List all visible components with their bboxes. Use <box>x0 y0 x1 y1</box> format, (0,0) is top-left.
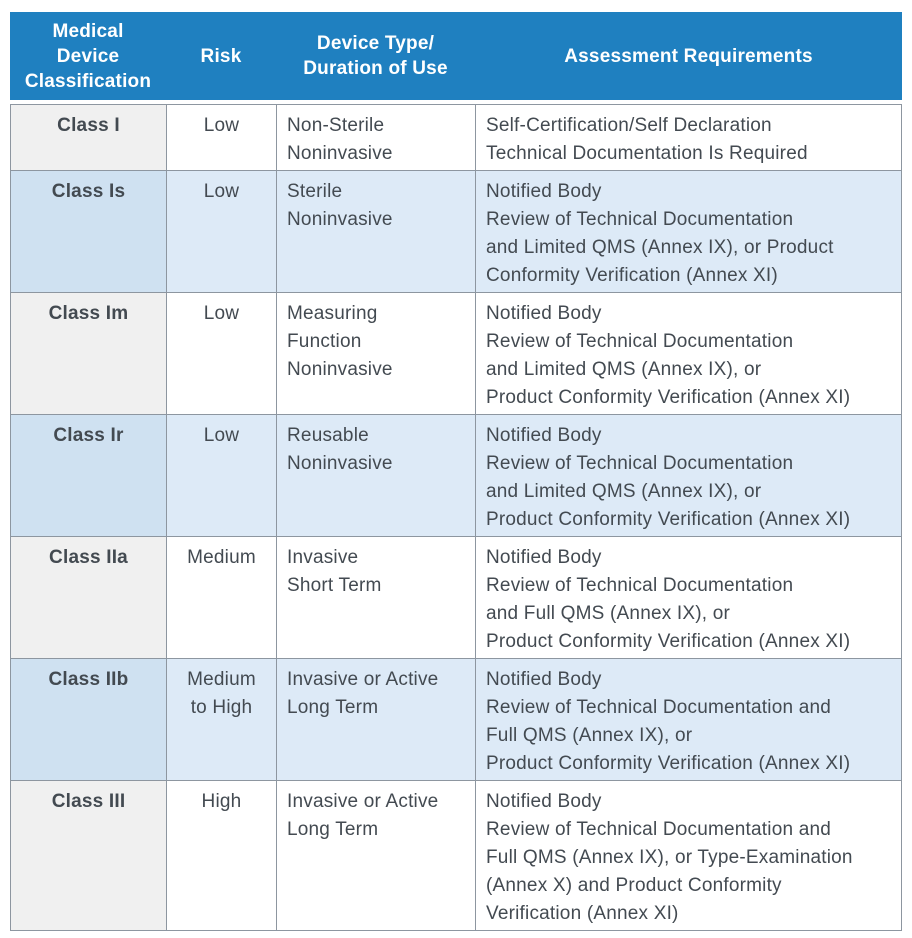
cell-assessment: Notified Body Review of Technical Docume… <box>475 414 902 537</box>
cell-classification: Class Ir <box>10 414 167 537</box>
header-medical-device-classification: Medical Device Classification <box>24 20 152 92</box>
table-row-class-is: Class Is Low Sterile Noninvasive Notifie… <box>10 170 902 293</box>
cell-device-type: Reusable Noninvasive <box>276 414 476 537</box>
cell-risk: Low <box>166 414 277 537</box>
cell-device-type: Measuring Function Noninvasive <box>276 292 476 415</box>
cell-assessment: Notified Body Review of Technical Docume… <box>475 292 902 415</box>
cell-classification: Class IIb <box>10 658 167 781</box>
cell-device-type: Non-Sterile Noninvasive <box>276 104 476 171</box>
cell-classification: Class I <box>10 104 167 171</box>
cell-risk: High <box>166 780 277 931</box>
table-row-class-ir: Class Ir Low Reusable Noninvasive Notifi… <box>10 414 902 537</box>
cell-risk: Low <box>166 292 277 415</box>
cell-classification: Class Im <box>10 292 167 415</box>
table-row-class-iia: Class IIa Medium Invasive Short Term Not… <box>10 536 902 659</box>
cell-classification: Class III <box>10 780 167 931</box>
header-risk: Risk <box>200 45 242 67</box>
cell-classification: Class Is <box>10 170 167 293</box>
cell-risk: Medium to High <box>166 658 277 781</box>
cell-risk: Low <box>166 170 277 293</box>
cell-risk: Low <box>166 104 277 171</box>
cell-device-type: Invasive or Active Long Term <box>276 658 476 781</box>
classification-table: Medical Device Classification Risk Devic… <box>10 12 902 931</box>
cell-device-type: Invasive Short Term <box>276 536 476 659</box>
table-row-class-im: Class Im Low Measuring Function Noninvas… <box>10 292 902 415</box>
cell-assessment: Notified Body Review of Technical Docume… <box>475 536 902 659</box>
cell-device-type: Sterile Noninvasive <box>276 170 476 293</box>
table-row-class-i: Class I Low Non-Sterile Noninvasive Self… <box>10 104 902 171</box>
cell-assessment: Self-Certification/Self Declaration Tech… <box>475 104 902 171</box>
cell-assessment: Notified Body Review of Technical Docume… <box>475 170 902 293</box>
header-device-type-duration: Device Type/ Duration of Use <box>303 33 448 79</box>
cell-classification: Class IIa <box>10 536 167 659</box>
table-row-class-iib: Class IIb Medium to High Invasive or Act… <box>10 658 902 781</box>
header-assessment-requirements: Assessment Requirements <box>564 45 813 67</box>
cell-assessment: Notified Body Review of Technical Docume… <box>475 658 902 781</box>
table-row-class-iii: Class III High Invasive or Active Long T… <box>10 780 902 931</box>
cell-device-type: Invasive or Active Long Term <box>276 780 476 931</box>
cell-assessment: Notified Body Review of Technical Docume… <box>475 780 902 931</box>
cell-risk: Medium <box>166 536 277 659</box>
table-header-row: Medical Device Classification Risk Devic… <box>10 12 902 100</box>
table-body: Class I Low Non-Sterile Noninvasive Self… <box>10 104 902 931</box>
